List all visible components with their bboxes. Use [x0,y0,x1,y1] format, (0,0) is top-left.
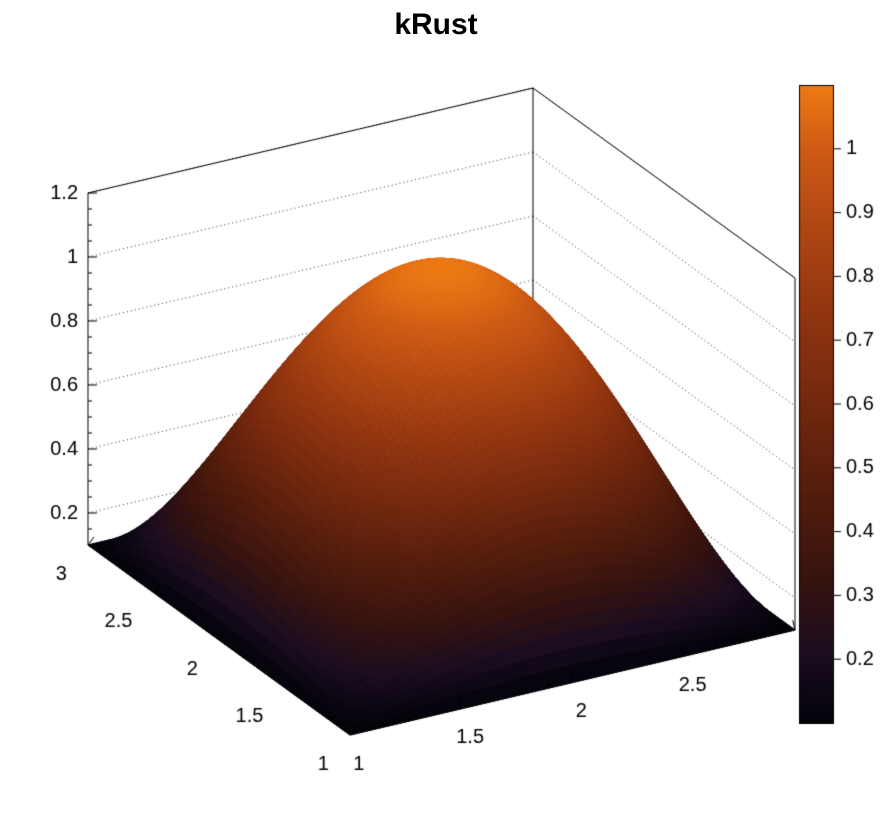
root-canvas: kRust [0,0,888,816]
surface-plot-canvas [0,0,888,816]
